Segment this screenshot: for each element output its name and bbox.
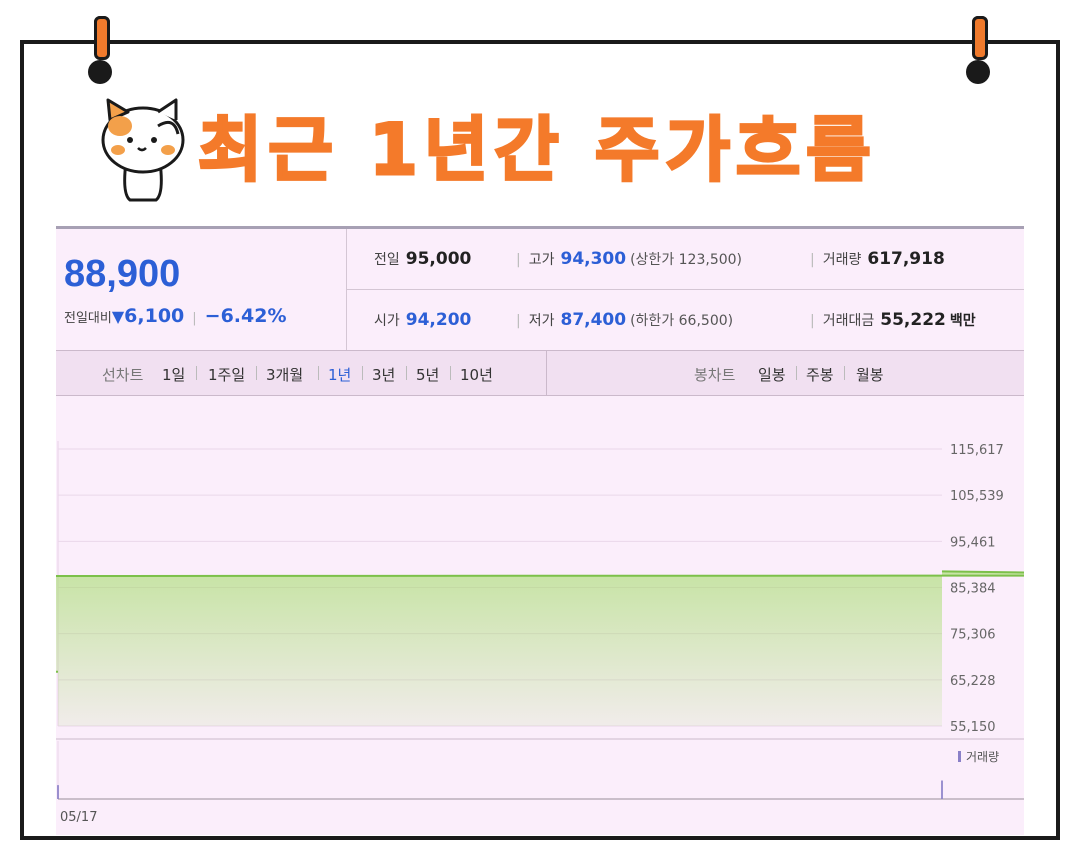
cat-mascot-icon [101,98,185,202]
page-title: 최근 1년간 주가흐름 [197,108,877,193]
stock-chart: 115,617 105,539 95,461 85,384 75,306 65,228 55… [56,441,1024,825]
tab-1w[interactable]: 1주일 [208,366,246,384]
volume-legend-label: 거래량 [966,750,999,764]
tab-1y[interactable]: 1년 [328,366,352,384]
tab-daily[interactable]: 일봉 [758,366,786,384]
change-label: 전일대비 [64,311,112,326]
tab-weekly[interactable]: 주봉 [806,366,834,384]
x-tick-label: 05/17 [60,810,97,825]
change-percent: −6.42% [204,305,287,327]
high-price: | 고가 94,300 (상한가 123,500) [516,249,743,269]
tab-monthly[interactable]: 월봉 [856,366,884,384]
tab-10y[interactable]: 10년 [460,366,493,384]
tab-5y[interactable]: 5년 [416,366,440,384]
quote-row-2: 시가 94,200 | 저가 87,400 (하한가 66,500) | 거래대금 55,2… [346,290,1024,350]
volume-legend-swatch [958,751,961,762]
y-tick-label: 75,306 [950,628,996,643]
tab-3y[interactable]: 3년 [372,366,396,384]
current-price: 88,900 [64,253,181,295]
down-arrow-icon: ▼ [111,307,125,326]
binder-hole-right [966,60,990,84]
tab-1d[interactable]: 1일 [162,366,186,384]
y-tick-label: 65,228 [950,674,996,689]
y-tick-label: 55,150 [950,720,996,735]
binder-ring-left-front [94,16,110,60]
chart-tabs: 선차트 1일 1주일 3개월 1년 3년 5년 10년 봉차트 일봉 주봉 월봉 [56,350,1024,396]
trade-volume: | 거래량 617,918 [810,249,945,269]
line-chart-label: 선차트 [102,366,144,384]
trade-amount: | 거래대금 55,222 백만 [810,310,976,330]
price-area [56,571,1024,726]
price-change: 전일대비▼6,100 | −6.42% [64,305,287,327]
volume-bar [941,780,943,799]
tab-3m[interactable]: 3개월 [266,366,304,384]
y-tick-label: 105,539 [950,489,1004,504]
prev-close: 전일 95,000 [374,249,472,269]
y-tick-label: 85,384 [950,581,996,596]
low-price: | 저가 87,400 (하한가 66,500) [516,310,734,330]
quote-row-1: 전일 95,000 | 고가 94,300 (상한가 123,500) | 거래량 617,… [346,229,1024,290]
y-tick-label: 115,617 [950,443,1004,458]
y-tick-label: 95,461 [950,535,996,550]
stock-panel: 88,900 전일대비▼6,100 | −6.42% 전일 95,000 | 고가 94,… [56,226,1024,835]
candle-chart-label: 봉차트 [694,366,736,384]
volume-bar [57,785,59,799]
change-value: 6,100 [124,305,185,327]
binder-hole-left [88,60,112,84]
open-price: 시가 94,200 [374,310,472,330]
binder-ring-right-front [972,16,988,60]
